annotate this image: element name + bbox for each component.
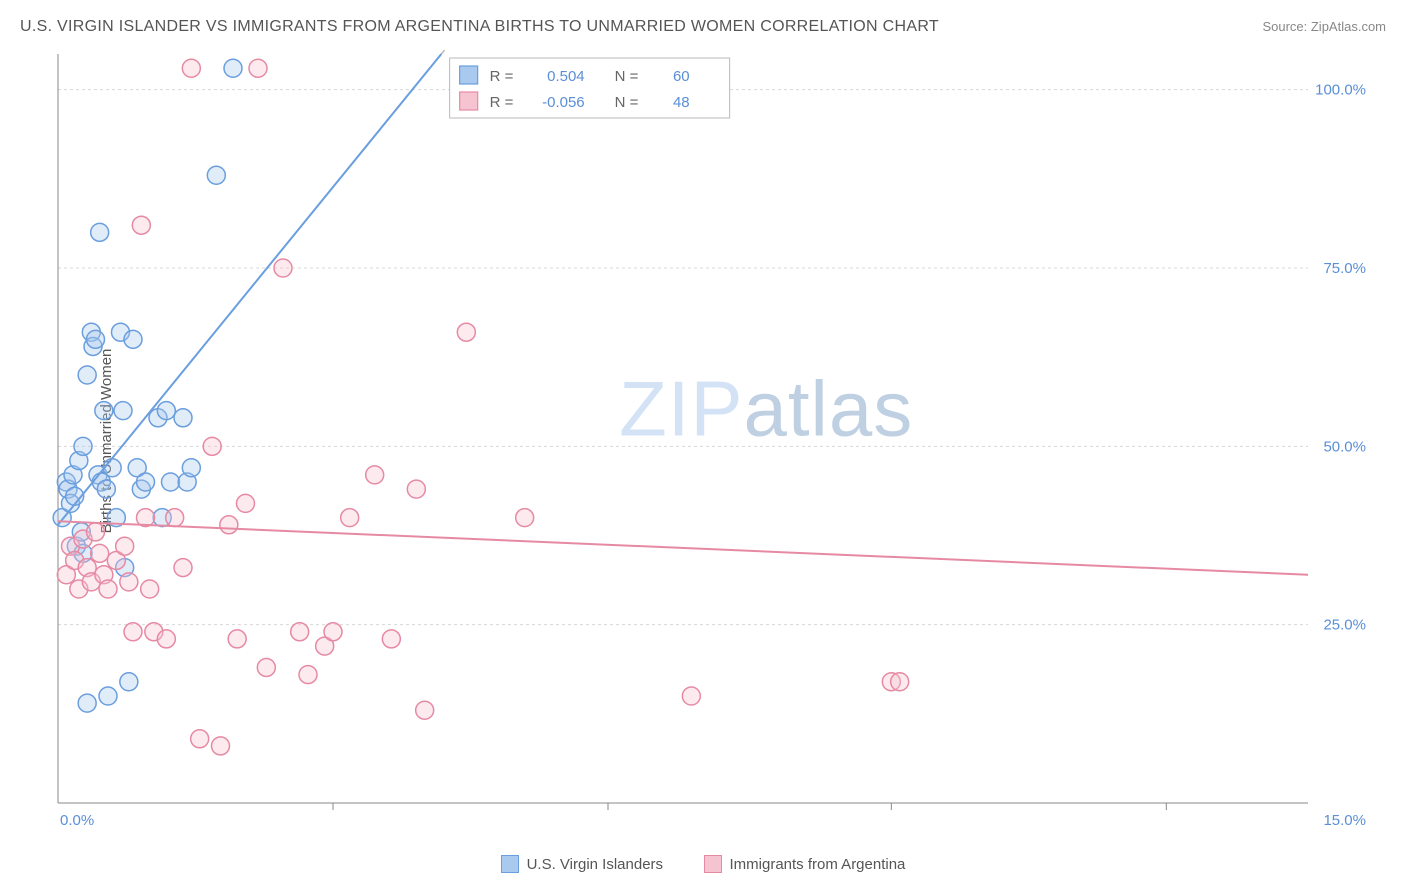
legend-item-series-1: U.S. Virgin Islanders xyxy=(501,855,663,873)
svg-text:48: 48 xyxy=(673,94,690,111)
svg-text:-0.056: -0.056 xyxy=(542,94,585,111)
legend-swatch-icon xyxy=(704,855,722,873)
scatter-chart: 25.0% 50.0% 75.0% 100.0% 0.0% 15.0% R = 0.504 N … xyxy=(48,48,1378,833)
svg-text:0.0%: 0.0% xyxy=(60,812,94,829)
svg-text:0.504: 0.504 xyxy=(547,68,585,85)
svg-text:50.0%: 50.0% xyxy=(1323,438,1366,455)
legend-label: U.S. Virgin Islanders xyxy=(527,856,663,873)
legend-item-series-2: Immigrants from Argentina xyxy=(704,855,906,873)
svg-text:60: 60 xyxy=(673,68,690,85)
svg-text:N =: N = xyxy=(615,68,639,85)
legend: U.S. Virgin Islanders Immigrants from Ar… xyxy=(0,855,1406,878)
chart-title: U.S. VIRGIN ISLANDER VS IMMIGRANTS FROM … xyxy=(20,18,939,36)
svg-text:R =: R = xyxy=(490,68,514,85)
svg-text:75.0%: 75.0% xyxy=(1323,260,1366,277)
title-bar: U.S. VIRGIN ISLANDER VS IMMIGRANTS FROM … xyxy=(20,18,1386,36)
legend-label: Immigrants from Argentina xyxy=(730,856,906,873)
chart-area: Births to Unmarried Women ZIPatlas 25.0%… xyxy=(48,48,1378,833)
legend-swatch-icon xyxy=(501,855,519,873)
svg-text:N =: N = xyxy=(615,94,639,111)
source-label: Source: ZipAtlas.com xyxy=(1262,19,1386,34)
svg-text:100.0%: 100.0% xyxy=(1315,82,1366,99)
svg-text:15.0%: 15.0% xyxy=(1323,812,1366,829)
svg-text:25.0%: 25.0% xyxy=(1323,617,1366,634)
svg-text:R =: R = xyxy=(490,94,514,111)
